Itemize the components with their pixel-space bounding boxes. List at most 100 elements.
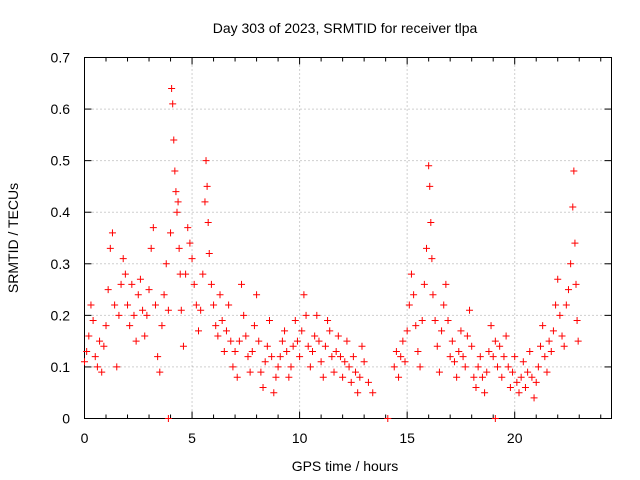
data-point (511, 353, 519, 361)
data-point (354, 389, 362, 397)
data-point (416, 363, 424, 371)
data-point (311, 332, 319, 340)
data-point (263, 342, 271, 350)
data-point (296, 353, 304, 361)
y-tick-label: 0.6 (51, 101, 71, 117)
data-point (244, 353, 252, 361)
data-point (143, 311, 151, 319)
x-tick-label: 0 (81, 430, 89, 446)
data-point (504, 363, 512, 371)
data-point (162, 260, 170, 268)
data-point (242, 332, 250, 340)
data-point (470, 373, 478, 381)
data-point (201, 198, 209, 206)
data-point (491, 337, 499, 345)
data-point (547, 347, 555, 355)
x-tick-label: 15 (399, 430, 415, 446)
data-point (519, 358, 527, 366)
data-point (399, 337, 407, 345)
data-point (429, 291, 437, 299)
data-point (517, 373, 525, 381)
data-point (313, 311, 321, 319)
data-point (225, 301, 233, 309)
data-point (476, 353, 484, 361)
data-point (420, 280, 428, 288)
data-point (106, 244, 114, 252)
y-axis: 0 0.1 0.2 0.3 0.4 0.5 0.6 0.7 (51, 50, 612, 427)
data-point (227, 337, 235, 345)
data-point (128, 280, 136, 288)
data-point (100, 342, 108, 350)
data-point (164, 415, 172, 422)
data-point (222, 327, 230, 335)
grid (84, 57, 612, 419)
data-point (98, 368, 106, 376)
data-point (319, 373, 327, 381)
data-point (431, 317, 439, 325)
data-point (151, 301, 159, 309)
data-point (175, 244, 183, 252)
data-point (450, 358, 458, 366)
y-tick-label: 0.7 (51, 50, 71, 66)
y-tick-label: 0.2 (51, 307, 71, 323)
data-point (539, 322, 547, 330)
data-point (560, 342, 568, 350)
data-point (231, 347, 239, 355)
y-tick-label: 0.4 (51, 204, 71, 220)
data-point (426, 182, 434, 190)
data-point (343, 337, 351, 345)
data-point (496, 342, 504, 350)
data-point (418, 317, 426, 325)
data-point (487, 322, 495, 330)
data-point (352, 368, 360, 376)
data-point (158, 322, 166, 330)
data-points (81, 84, 582, 422)
data-point (304, 342, 312, 350)
data-point (334, 332, 342, 340)
data-point (238, 280, 246, 288)
data-point (347, 378, 355, 386)
data-point (192, 301, 200, 309)
data-point (556, 311, 564, 319)
data-point (573, 317, 581, 325)
x-axis-label: GPS time / hours (292, 458, 399, 474)
data-point (199, 270, 207, 278)
data-point (528, 373, 536, 381)
data-point (184, 224, 192, 232)
data-point (117, 280, 125, 288)
data-point (179, 342, 187, 350)
data-point (360, 358, 368, 366)
data-point (170, 136, 178, 144)
data-point (466, 306, 474, 314)
data-point (444, 317, 452, 325)
data-point (119, 255, 127, 263)
data-point (93, 363, 101, 371)
data-point (455, 347, 463, 355)
data-point (341, 358, 349, 366)
data-point (405, 301, 413, 309)
data-point (423, 244, 431, 252)
data-point (203, 182, 211, 190)
data-point (545, 337, 553, 345)
data-point (369, 389, 377, 397)
data-point (433, 342, 441, 350)
data-point (293, 337, 301, 345)
data-point (570, 167, 578, 175)
data-point (493, 363, 501, 371)
data-point (562, 301, 570, 309)
data-point (85, 332, 93, 340)
data-point (204, 219, 212, 227)
data-point (324, 317, 332, 325)
data-point (407, 270, 415, 278)
data-point (141, 332, 149, 340)
data-point (246, 368, 254, 376)
data-point (506, 384, 514, 392)
data-point (220, 347, 228, 355)
data-point (513, 378, 521, 386)
data-point (453, 373, 461, 381)
data-point (392, 347, 400, 355)
data-point (233, 373, 241, 381)
data-point (524, 368, 532, 376)
data-point (472, 384, 480, 392)
x-axis: 0 5 10 15 20 (81, 57, 602, 446)
